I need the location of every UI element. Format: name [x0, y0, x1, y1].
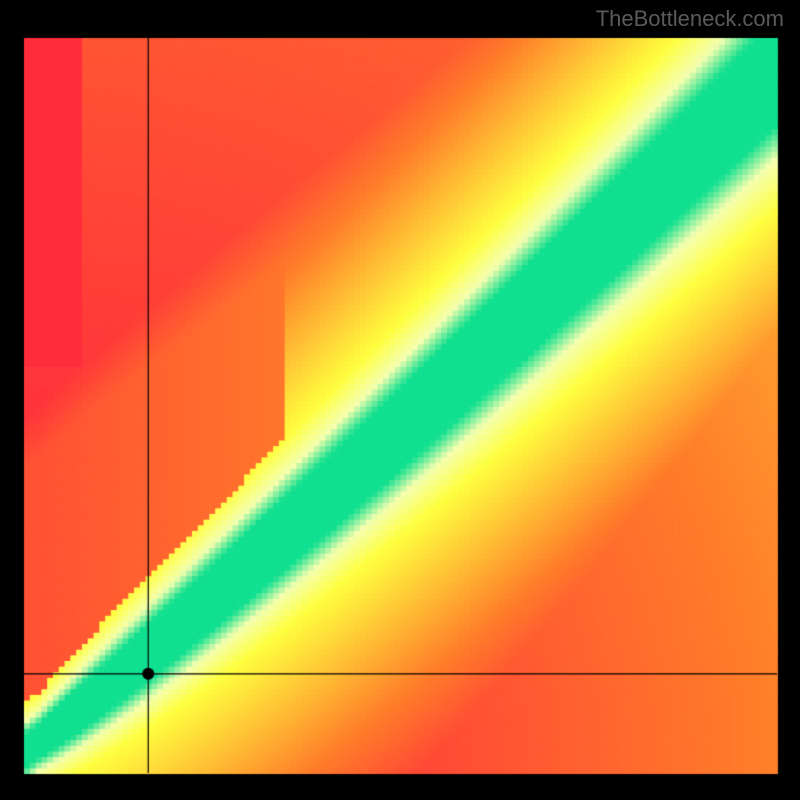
chart-container: TheBottleneck.com [0, 0, 800, 800]
bottleneck-heatmap [0, 0, 800, 800]
attribution-label: TheBottleneck.com [596, 6, 784, 32]
